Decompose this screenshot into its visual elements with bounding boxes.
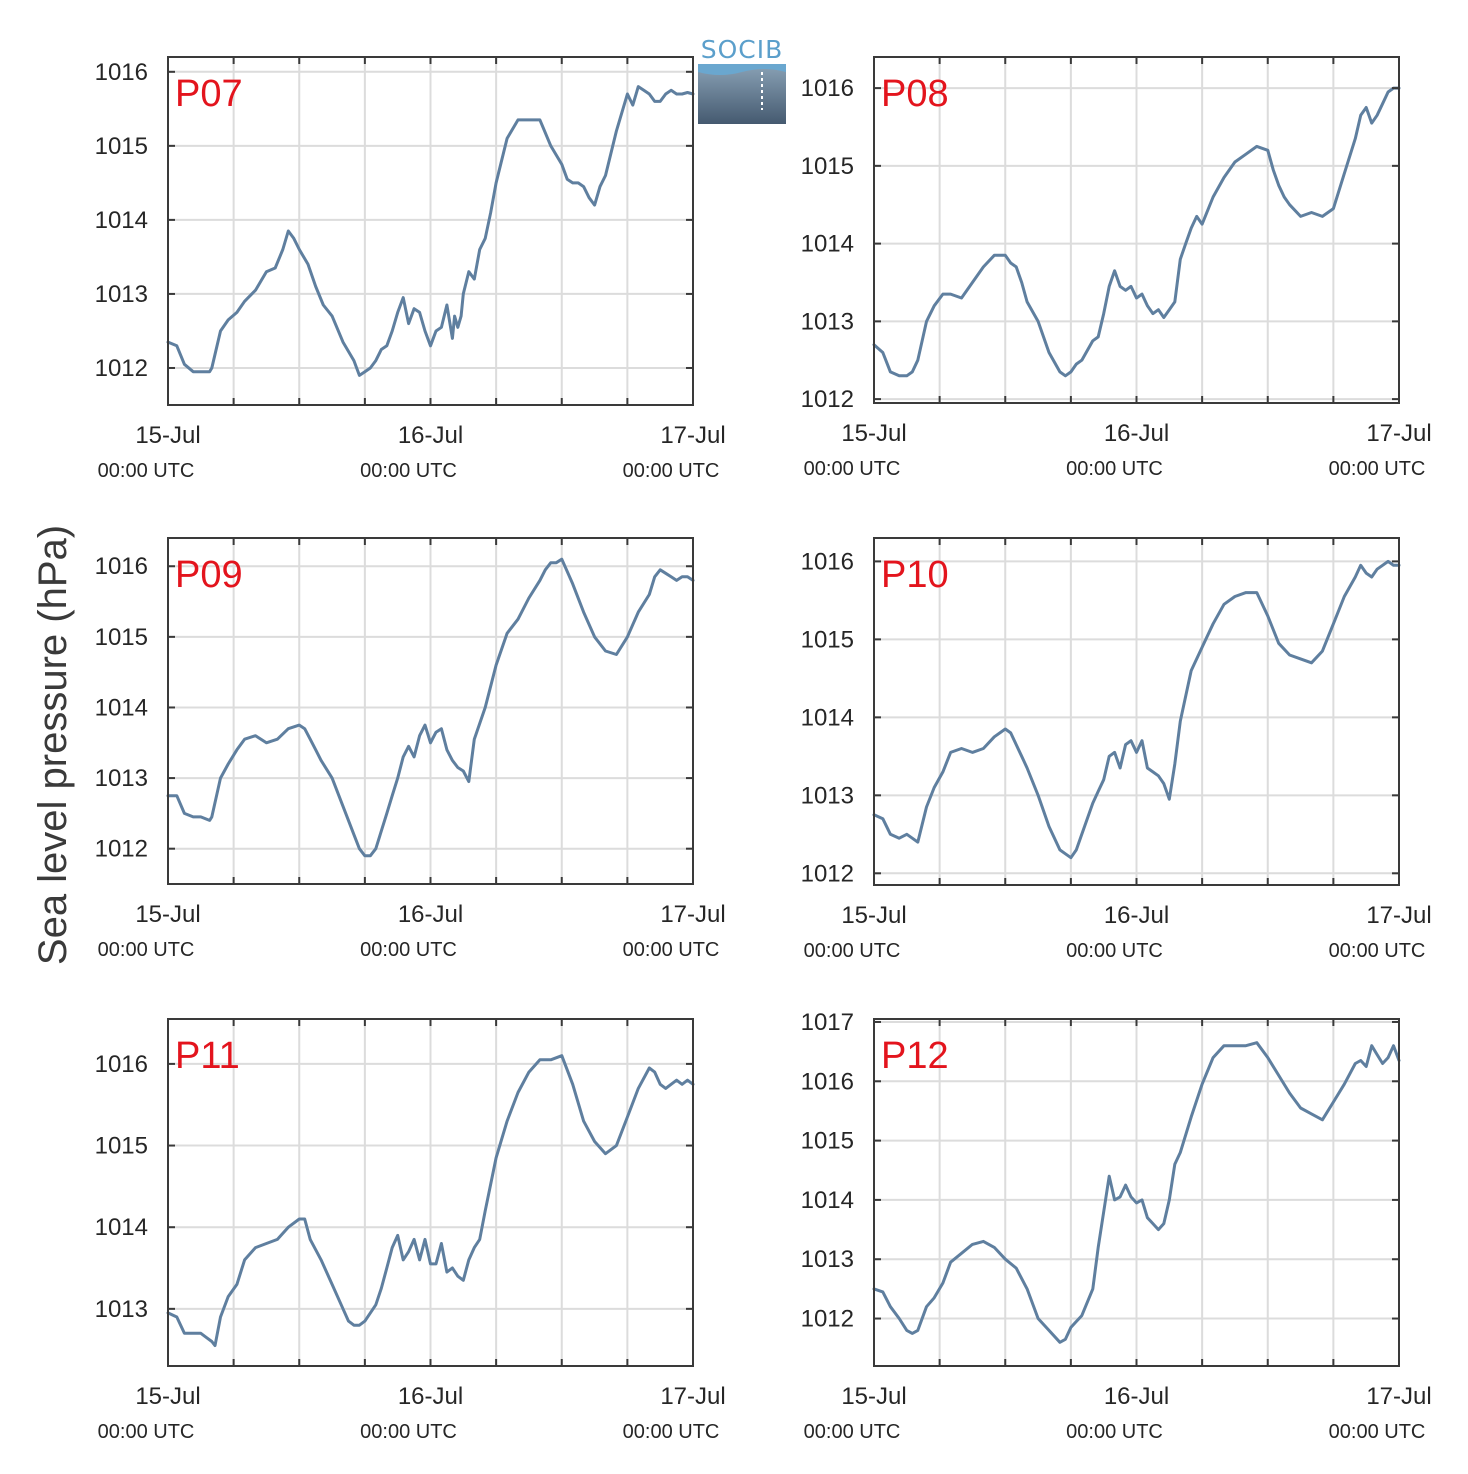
x-tick-label: 17-Jul — [660, 901, 725, 928]
panel-label: P11 — [175, 1035, 240, 1077]
x-tick-label: 15-Jul — [841, 420, 906, 447]
panel-label: P10 — [881, 554, 949, 596]
panel-label: P09 — [175, 554, 243, 596]
y-tick-label: 1012 — [95, 836, 148, 863]
x-tick-sublabel: 00:00 UTC — [98, 1421, 195, 1443]
panels: 1012 1013 1014 1015 1016 15-Jul 00:00 UTC 16-Ju… — [95, 56, 1432, 1443]
x-tick-label: 17-Jul — [660, 1383, 725, 1410]
x-tick-label: 16-Jul — [398, 1383, 463, 1410]
x-tick-label: 15-Jul — [135, 422, 200, 449]
y-tick-label: 1013 — [95, 1296, 148, 1323]
y-tick-label: 1015 — [95, 624, 148, 651]
y-tick-label: 1016 — [95, 1051, 148, 1078]
x-tick-sublabel: 00:00 UTC — [804, 1421, 901, 1443]
y-tick-label: 1015 — [95, 1133, 148, 1160]
y-tick-label: 1014 — [801, 704, 854, 731]
y-tick-label: 1016 — [801, 1068, 854, 1095]
y-tick-label: 1016 — [801, 548, 854, 575]
x-tick-sublabel: 00:00 UTC — [1329, 940, 1426, 962]
y-tick-label: 1013 — [801, 782, 854, 809]
x-tick-sublabel: 00:00 UTC — [1066, 940, 1163, 962]
pressure-series-line — [166, 557, 695, 858]
x-tick-label: 15-Jul — [841, 902, 906, 929]
x-tick-label: 15-Jul — [135, 1383, 200, 1410]
panel-p11: 1013 1014 1015 1016 15-Jul 00:00 UTC 16-Jul 00:… — [95, 1018, 726, 1443]
panel-p08: 1012 1013 1014 1015 1016 15-Jul 00:00 UTC 16-Ju… — [801, 56, 1432, 480]
pressure-series-line — [166, 1054, 695, 1348]
y-tick-label: 1013 — [801, 1246, 854, 1273]
x-tick-sublabel: 00:00 UTC — [1329, 1421, 1426, 1443]
x-tick-label: 15-Jul — [841, 1383, 906, 1410]
x-tick-sublabel: 00:00 UTC — [360, 939, 457, 961]
x-tick-label: 17-Jul — [1366, 1383, 1431, 1410]
x-tick-label: 16-Jul — [1104, 420, 1169, 447]
x-tick-sublabel: 00:00 UTC — [623, 460, 720, 482]
panel-p07: 1012 1013 1014 1015 1016 15-Jul 00:00 UTC 16-Ju… — [95, 56, 726, 482]
x-tick-sublabel: 00:00 UTC — [623, 1421, 720, 1443]
x-tick-label: 16-Jul — [398, 422, 463, 449]
y-tick-label: 1014 — [801, 1187, 854, 1214]
x-tick-sublabel: 00:00 UTC — [360, 1421, 457, 1443]
socib-logo: SOCIB — [698, 35, 786, 124]
y-tick-label: 1014 — [95, 1214, 148, 1241]
pressure-series-line — [872, 1041, 1401, 1344]
x-tick-sublabel: 00:00 UTC — [98, 939, 195, 961]
y-tick-label: 1015 — [95, 133, 148, 160]
y-tick-label: 1012 — [95, 355, 148, 382]
x-tick-sublabel: 00:00 UTC — [1066, 1421, 1163, 1443]
y-tick-label: 1015 — [801, 626, 854, 653]
x-tick-sublabel: 00:00 UTC — [804, 940, 901, 962]
y-tick-label: 1012 — [801, 860, 854, 887]
x-tick-label: 16-Jul — [1104, 1383, 1169, 1410]
panel-label: P07 — [175, 73, 243, 115]
x-tick-sublabel: 00:00 UTC — [804, 458, 901, 480]
y-tick-label: 1012 — [801, 386, 854, 413]
x-tick-label: 16-Jul — [1104, 902, 1169, 929]
x-tick-sublabel: 00:00 UTC — [360, 460, 457, 482]
pressure-series-line — [872, 86, 1401, 378]
shared-y-axis-label: Sea level pressure (hPa) — [31, 525, 75, 965]
y-tick-label: 1013 — [801, 308, 854, 335]
logo-wave — [698, 64, 786, 75]
x-tick-label: 15-Jul — [135, 901, 200, 928]
logo-text: SOCIB — [701, 35, 784, 64]
x-tick-sublabel: 00:00 UTC — [623, 939, 720, 961]
y-tick-label: 1015 — [801, 153, 854, 180]
y-tick-label: 1013 — [95, 765, 148, 792]
y-tick-label: 1014 — [95, 207, 148, 234]
y-tick-label: 1014 — [95, 694, 148, 721]
panel-label: P08 — [881, 73, 949, 115]
y-tick-label: 1016 — [95, 553, 148, 580]
pressure-series-line — [872, 559, 1401, 860]
x-tick-label: 17-Jul — [1366, 902, 1431, 929]
panel-p10: 1012 1013 1014 1015 1016 15-Jul 00:00 UTC 16-Ju… — [801, 537, 1432, 962]
panel-p09: 1012 1013 1014 1015 1016 15-Jul 00:00 UTC 16-Ju… — [95, 537, 726, 961]
panel-p12: 1012 1013 1014 1015 1016 1017 15-Jul 00:00 UTC 1… — [801, 1009, 1432, 1443]
panel-label: P12 — [881, 1035, 949, 1077]
x-tick-label: 17-Jul — [660, 422, 725, 449]
y-tick-label: 1012 — [801, 1306, 854, 1333]
y-tick-label: 1017 — [801, 1009, 854, 1036]
y-tick-label: 1014 — [801, 231, 854, 258]
x-tick-label: 17-Jul — [1366, 420, 1431, 447]
y-tick-label: 1013 — [95, 281, 148, 308]
y-tick-label: 1015 — [801, 1128, 854, 1155]
pressure-series-line — [166, 85, 695, 377]
y-tick-label: 1016 — [801, 75, 854, 102]
y-tick-label: 1016 — [95, 59, 148, 86]
x-tick-sublabel: 00:00 UTC — [98, 460, 195, 482]
x-tick-sublabel: 00:00 UTC — [1329, 458, 1426, 480]
x-tick-label: 16-Jul — [398, 901, 463, 928]
x-tick-sublabel: 00:00 UTC — [1066, 458, 1163, 480]
